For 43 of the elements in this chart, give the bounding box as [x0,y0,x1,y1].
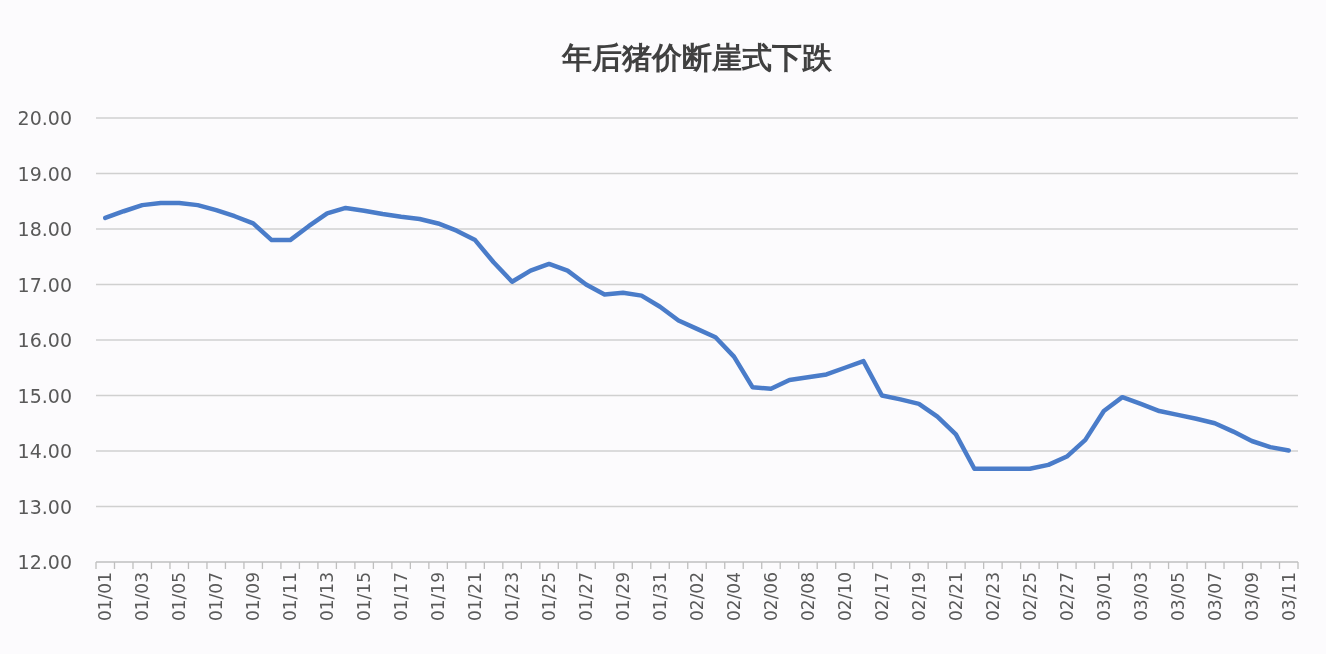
x-tick-label: 02/02 [687,572,707,621]
y-tick-label: 17.00 [17,273,72,296]
x-tick-label: 01/23 [502,572,523,621]
x-tick-label: 01/01 [95,572,116,621]
x-tick-label: 01/03 [132,572,153,621]
y-tick-label: 18.00 [17,218,72,240]
x-tick-label: 01/21 [465,572,486,621]
x-tick-label: 03/01 [1093,572,1114,621]
x-tick-label: 01/13 [317,572,338,621]
x-tick-label: 02/25 [1019,572,1040,621]
x-tick-label: 01/29 [613,572,634,621]
x-tick-label: 01/27 [576,572,597,621]
y-tick-label: 20.00 [17,107,72,129]
x-tick-label: 01/05 [169,572,190,621]
x-tick-label: 02/19 [908,572,929,621]
x-tick-label: 02/17 [871,572,892,621]
y-tick-label: 16.00 [17,329,72,351]
x-tick-label: 02/08 [797,572,818,621]
x-tick-label: 01/07 [206,572,227,621]
x-tick-label: 02/06 [760,572,781,621]
x-tick-label: 01/15 [354,572,375,621]
y-tick-label: 14.00 [17,440,72,462]
x-tick-label: 01/19 [428,572,449,621]
x-tick-label: 03/07 [1204,572,1225,621]
x-tick-label: 03/05 [1167,572,1188,621]
x-tick-label: 01/11 [280,572,301,621]
y-tick-label: 19.00 [17,162,72,185]
y-tick-label: 13.00 [17,495,72,518]
x-tick-label: 02/27 [1056,572,1077,621]
x-tick-label: 01/17 [391,572,412,621]
x-tick-label: 02/10 [834,572,855,621]
title: 年后猪价断崖式下跌 [562,40,832,75]
x-tick-label: 03/09 [1241,572,1262,621]
x-tick-label: 01/09 [243,572,264,621]
y-tick-label: 15.00 [17,384,72,407]
x-tick-label: 01/31 [650,572,671,621]
x-tick-label: 03/11 [1278,572,1299,621]
x-tick-label: 02/04 [723,572,744,621]
x-tick-label: 02/23 [982,572,1003,621]
x-tick-label: 01/25 [539,572,560,621]
x-tick-label: 02/21 [945,572,966,621]
x-tick-label: 03/03 [1130,572,1151,621]
y-tick-label: 12.00 [17,551,72,573]
